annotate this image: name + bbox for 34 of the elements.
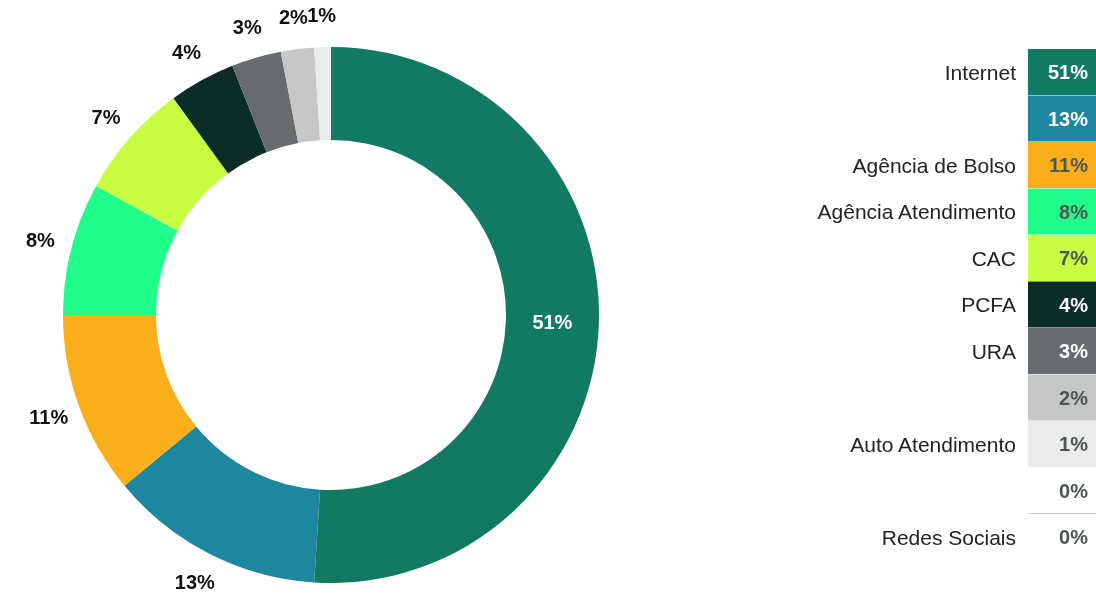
donut-slice xyxy=(173,65,267,174)
donut-slice xyxy=(63,185,178,315)
text: 3% xyxy=(1059,340,1088,363)
data-label: 2% xyxy=(278,6,309,29)
data-label: 8% xyxy=(25,229,56,252)
donut-slice xyxy=(314,47,599,583)
data-label: 11% xyxy=(29,405,69,428)
text: 4% xyxy=(1059,293,1088,316)
legend-label: Agência de Bolso xyxy=(852,153,1016,177)
legend-label: Agência Atendimento xyxy=(817,200,1016,224)
text: 0% xyxy=(1059,526,1088,549)
data-label: 4% xyxy=(172,41,202,64)
data-label: 13% xyxy=(174,571,216,594)
text: 1% xyxy=(1059,433,1088,456)
text: 8% xyxy=(1059,200,1088,223)
legend-label: Internet xyxy=(944,60,1017,84)
donut-slice xyxy=(232,51,299,153)
legend-label: Auto Atendimento xyxy=(850,432,1016,456)
data-label: 3% xyxy=(232,15,262,38)
text: 13% xyxy=(1047,107,1088,130)
legend-label: URA xyxy=(971,339,1016,363)
legend-label: PCFA xyxy=(961,293,1016,317)
data-label: 1% xyxy=(307,4,337,27)
text: 7% xyxy=(1059,247,1088,270)
text: 0% xyxy=(1059,479,1088,502)
text: 11% xyxy=(1049,154,1088,177)
data-label: 7% xyxy=(91,105,121,128)
data-label: 51% xyxy=(532,310,573,333)
text: 51% xyxy=(1047,61,1088,84)
legend-label: CAC xyxy=(971,246,1016,270)
donut-slice xyxy=(280,47,321,144)
text: 2% xyxy=(1059,386,1088,409)
legend-label: Redes Sociais xyxy=(881,525,1016,549)
donut-slice xyxy=(314,47,331,141)
